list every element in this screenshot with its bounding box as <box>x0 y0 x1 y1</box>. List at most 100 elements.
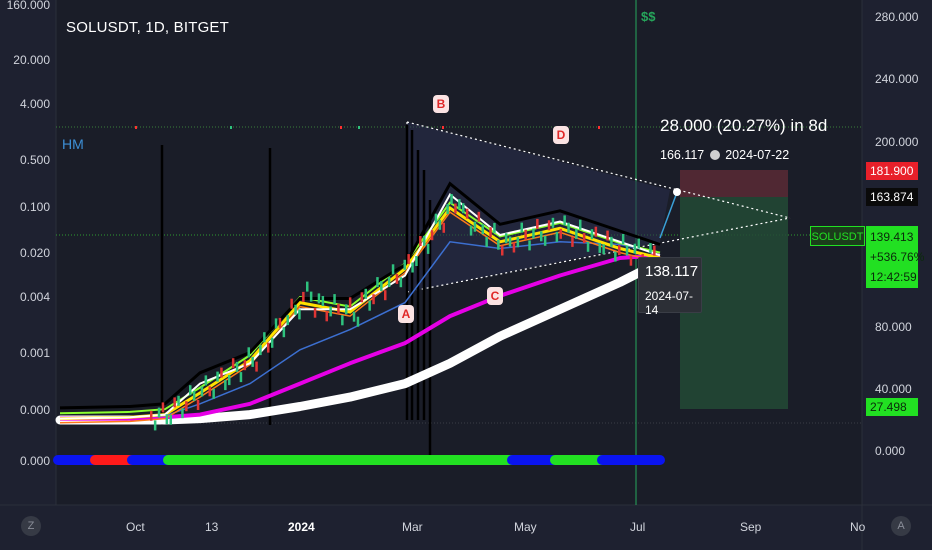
candle <box>458 199 461 210</box>
chart-title: SOLUSDT, 1D, BITGET <box>66 19 229 36</box>
candle <box>571 236 574 247</box>
candle <box>501 245 504 256</box>
candle <box>177 395 180 406</box>
candle <box>543 235 547 246</box>
candle <box>270 337 274 348</box>
candle <box>337 303 340 314</box>
candle <box>267 342 270 353</box>
candle <box>516 237 520 248</box>
candle <box>333 294 336 305</box>
candle <box>150 410 153 421</box>
candle <box>380 281 383 292</box>
candle <box>419 236 422 246</box>
candle <box>251 356 254 367</box>
auto-scale-button[interactable]: A <box>891 516 911 536</box>
x-axis-label: Jul <box>630 520 646 534</box>
candle <box>387 277 391 287</box>
right-axis-label: 240.000 <box>875 72 919 86</box>
signal-dot <box>135 126 137 129</box>
tooltip-date: 2024-07-14 <box>645 289 694 317</box>
candle <box>290 298 293 309</box>
candle <box>551 217 555 228</box>
candle <box>364 288 367 299</box>
candle <box>415 256 418 266</box>
signal-dot <box>340 126 342 129</box>
candle <box>594 226 598 237</box>
candle <box>161 402 165 413</box>
x-axis-label: Oct <box>126 520 145 534</box>
candle <box>204 375 208 386</box>
projection-detail: 166.117 2024-07-22 <box>660 148 789 162</box>
candle <box>411 262 414 273</box>
candle <box>356 316 360 327</box>
candle <box>582 233 586 244</box>
candle <box>185 401 188 412</box>
triangle-lower-line <box>406 217 791 293</box>
candle <box>465 208 469 219</box>
candle <box>321 296 325 306</box>
entry-price-badge: 163.874 <box>866 188 918 206</box>
candle <box>629 255 633 266</box>
signal-dot <box>358 126 360 129</box>
candle <box>508 236 512 247</box>
symbol-tag[interactable]: SOLUSDT <box>810 226 865 246</box>
candle <box>547 220 551 231</box>
wave-label-c: C <box>487 287 503 305</box>
candle <box>368 300 371 311</box>
left-axis-label: 0.020 <box>19 246 50 260</box>
signal-dot <box>230 126 232 129</box>
candle <box>239 372 243 383</box>
candle <box>653 245 656 256</box>
candle <box>446 204 449 215</box>
candle <box>263 332 266 343</box>
candle <box>477 211 481 222</box>
last-price: 139.413 <box>870 230 914 244</box>
candle <box>403 259 406 270</box>
candle <box>196 400 200 410</box>
candle <box>602 244 605 255</box>
candle <box>469 225 473 236</box>
wave-label-a: A <box>398 305 414 323</box>
candle <box>438 219 442 230</box>
candle <box>442 222 445 233</box>
candle <box>341 315 344 326</box>
candle <box>313 307 317 318</box>
candle <box>395 273 399 284</box>
candle <box>567 222 570 233</box>
projection-price: 166.117 <box>660 148 705 162</box>
candle <box>325 311 328 322</box>
candle <box>329 306 332 317</box>
left-axis-label: 0.100 <box>19 200 50 214</box>
signal-dot <box>598 126 600 129</box>
candle <box>181 408 184 419</box>
candle <box>579 219 582 230</box>
zoom-reset-button[interactable]: Z <box>21 516 41 536</box>
candle <box>426 243 430 254</box>
candle <box>212 388 215 399</box>
candle <box>220 367 223 378</box>
left-axis-label: 20.000 <box>13 53 50 67</box>
candle <box>235 361 239 372</box>
left-axis-label: 4.000 <box>19 97 50 111</box>
candle <box>407 254 410 265</box>
projection-date: 2024-07-22 <box>725 148 790 162</box>
right-axis-label: 280.000 <box>875 10 919 24</box>
candle <box>286 315 289 326</box>
candle <box>649 243 652 254</box>
candle <box>520 222 523 233</box>
projection-change: 28.000 (20.27%) in 8d <box>660 116 828 135</box>
candle <box>216 371 219 382</box>
left-axis-label: 0.004 <box>19 290 50 304</box>
indicator-label[interactable]: HM <box>62 136 84 152</box>
candle <box>399 277 403 288</box>
candle <box>231 358 235 369</box>
candle <box>434 213 438 224</box>
candle <box>200 386 204 397</box>
candle <box>430 230 434 241</box>
candle <box>489 227 492 238</box>
candle <box>423 235 426 246</box>
candle <box>306 281 309 292</box>
candle <box>618 245 621 256</box>
